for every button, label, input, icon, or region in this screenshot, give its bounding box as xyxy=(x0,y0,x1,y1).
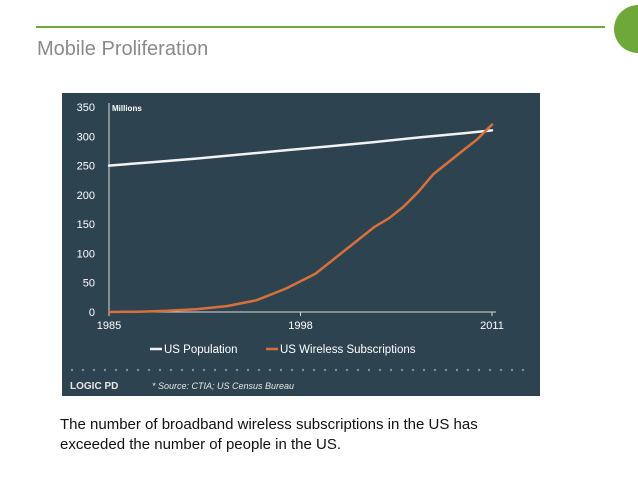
pattern-dot xyxy=(290,368,294,372)
pattern-dot xyxy=(433,368,437,372)
pattern-dot xyxy=(158,368,162,372)
pattern-dot xyxy=(455,368,459,372)
pattern-dot xyxy=(521,368,525,372)
pattern-dot xyxy=(499,368,503,372)
pattern-dot xyxy=(444,368,448,372)
pattern-dot xyxy=(136,368,140,372)
legend-label: US Population xyxy=(164,344,238,356)
pattern-dot xyxy=(466,368,470,372)
pattern-dot xyxy=(279,368,283,372)
pattern-dot xyxy=(411,368,415,372)
y-tick-label: 250 xyxy=(77,161,95,173)
pattern-dot xyxy=(323,368,327,372)
pattern-dot xyxy=(334,368,338,372)
y-tick-label: 50 xyxy=(83,278,95,290)
x-tick-label: 1998 xyxy=(288,320,312,332)
caption-line-1: The number of broadband wireless subscri… xyxy=(60,416,478,433)
y-tick-label: 100 xyxy=(77,248,95,260)
chart-panel: 0 50 100 150 200 250 300 350 1985 1998 2011 US Pop… xyxy=(62,93,540,396)
pattern-dot xyxy=(400,368,404,372)
pattern-dot xyxy=(378,368,382,372)
pattern-dot xyxy=(114,368,118,372)
y-tick-label: 150 xyxy=(77,219,95,231)
y-tick-label: 300 xyxy=(77,131,95,143)
slide-caption: The number of broadband wireless subscri… xyxy=(60,415,580,455)
pattern-dot xyxy=(301,368,305,372)
pattern-dot xyxy=(246,368,250,372)
pattern-dot xyxy=(312,368,316,372)
pattern-dot xyxy=(389,368,393,372)
pattern-dot xyxy=(92,368,96,372)
pattern-dot xyxy=(356,368,360,372)
pattern-dot xyxy=(169,368,173,372)
pattern-dot xyxy=(367,368,371,372)
legend-label: US Wireless Subscriptions xyxy=(280,344,416,356)
accent-circle-decoration xyxy=(614,5,638,53)
pattern-dot xyxy=(103,368,107,372)
y-tick-label: 0 xyxy=(89,307,95,319)
pattern-dot xyxy=(235,368,239,372)
line-chart: 0 50 100 150 200 250 300 350 1985 1998 2011 US Pop… xyxy=(70,102,525,392)
pattern-dot xyxy=(257,368,261,372)
pattern-dot xyxy=(345,368,349,372)
pattern-dot xyxy=(147,368,151,372)
pattern-dot xyxy=(488,368,492,372)
pattern-dot xyxy=(202,368,206,372)
pattern-dot xyxy=(70,368,74,372)
legend-us-wireless-subscriptions: US Wireless Subscriptions xyxy=(266,344,416,356)
y-tick-label: 350 xyxy=(77,102,95,114)
pattern-dot xyxy=(510,368,514,372)
pattern-dot xyxy=(224,368,228,372)
pattern-dot xyxy=(268,368,272,372)
series-line-us-population xyxy=(107,129,494,167)
pattern-dot xyxy=(477,368,481,372)
y-tick-label: 200 xyxy=(77,190,95,202)
y-unit-label: Millions xyxy=(112,104,142,113)
series-line-us-wireless-subscriptions xyxy=(107,123,494,314)
pattern-dot xyxy=(81,368,85,372)
pattern-dot xyxy=(125,368,129,372)
pattern-dot xyxy=(180,368,184,372)
source-note: * Source: CTIA; US Census Bureau xyxy=(152,381,294,391)
top-rule-divider xyxy=(36,26,605,28)
pattern-dot xyxy=(422,368,426,372)
x-tick-label: 2011 xyxy=(480,320,504,332)
slide-title: Mobile Proliferation xyxy=(37,38,209,60)
logic-pd-logo: LOGIC PD xyxy=(70,381,118,392)
x-tick-label: 1985 xyxy=(97,320,121,332)
pattern-dot xyxy=(191,368,195,372)
legend-us-population: US Population xyxy=(150,344,238,356)
pattern-dot xyxy=(213,368,217,372)
caption-line-2: exceeded the number of people in the US. xyxy=(60,436,342,453)
